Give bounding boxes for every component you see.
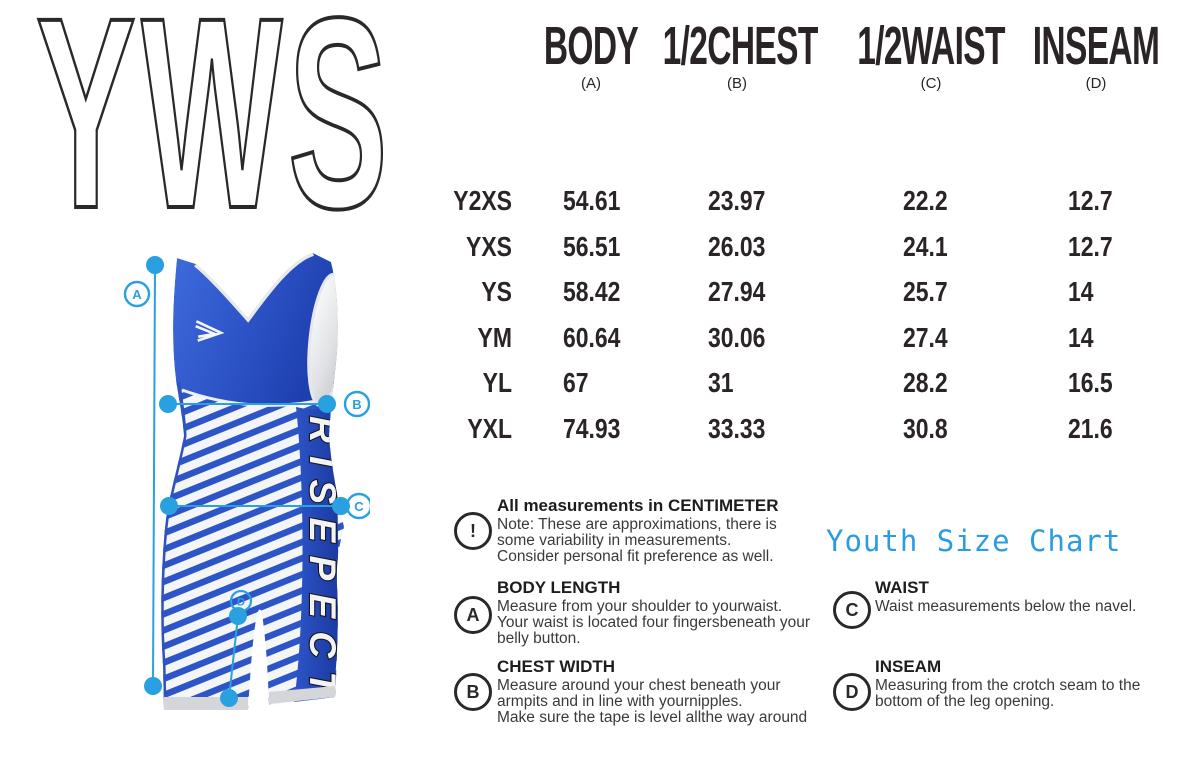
yws-wordmark: YWS	[35, 0, 394, 265]
inseam-d-icon: D	[833, 673, 871, 711]
column-header-waist: 1/2WAIST (C)	[811, 16, 1051, 92]
note-line: Waist measurements below the navel.	[875, 598, 1137, 615]
singlet-body: RISEPECT	[161, 253, 344, 710]
singlet-illustration: RISEPECT	[123, 253, 370, 710]
waist-c-icon: C	[833, 591, 871, 629]
column-header-body: BODY (A)	[471, 16, 711, 92]
note-title: WAIST	[875, 578, 929, 597]
note-line: Measuring from the crotch seam to the	[875, 677, 1141, 694]
column-sublabel: (C)	[920, 75, 942, 92]
svg-text:A: A	[132, 287, 142, 302]
neckline-trim	[194, 253, 315, 323]
column-sublabel: (D)	[1085, 75, 1107, 92]
table-cell: 27.94	[708, 276, 766, 308]
size-label: YL	[482, 367, 512, 399]
size-label: YXL	[467, 412, 512, 444]
chest-value-column: 23.97 26.03 27.94 30.06 31 33.33	[708, 178, 828, 452]
table-cell: 22.2	[903, 185, 948, 216]
note-line: armpits and in line with yournipples.	[497, 693, 743, 711]
table-cell: 30.06	[708, 321, 766, 353]
note-title: INSEAM	[875, 657, 942, 676]
size-label: YXS	[466, 230, 512, 262]
table-cell: 24.1	[903, 230, 948, 262]
table-cell: 25.7	[903, 276, 948, 308]
size-label: YM	[477, 321, 512, 353]
chest-panel	[173, 253, 338, 406]
measure-annotations: A B C D	[123, 256, 370, 707]
note-title: All measurements in CENTIMETER	[497, 496, 779, 515]
table-cell: 67	[563, 367, 589, 399]
table-cell: 58.42	[563, 276, 621, 308]
table-cell: 60.64	[563, 321, 621, 353]
table-cell: 31	[708, 367, 734, 399]
note-title: BODY LENGTH	[497, 578, 621, 597]
note-body-length: BODY LENGTH Measure from your shoulder t…	[497, 578, 827, 648]
warning-icon: !	[454, 512, 492, 550]
table-cell: 14	[1068, 276, 1094, 308]
note-chest-width: CHEST WIDTH Measure around your chest be…	[497, 657, 827, 727]
svg-text:C: C	[354, 499, 364, 514]
note-inseam: INSEAM Measuring from the crotch seam to…	[875, 657, 1200, 710]
measure-line-a	[144, 256, 164, 695]
table-cell: 27.4	[903, 321, 948, 353]
table-cell: 14	[1068, 321, 1094, 353]
table-cell: 21.6	[1068, 412, 1113, 444]
column-sublabel: (B)	[727, 75, 747, 92]
measure-label-d: D	[229, 589, 253, 613]
note-measurement: All measurements in CENTIMETER Note: The…	[497, 496, 827, 566]
column-sublabel: (A)	[581, 75, 601, 92]
table-cell: 33.33	[708, 412, 766, 444]
column-label: INSEAM	[1032, 16, 1160, 76]
measure-label-a: A	[123, 280, 151, 308]
size-label: Y2XS	[453, 185, 512, 216]
size-column: Y2XS YXS YS YM YL YXL	[400, 178, 512, 452]
side-panel	[294, 397, 339, 703]
svg-text:B: B	[352, 397, 361, 412]
note-line: Consider personal fit preference as well…	[497, 548, 774, 566]
chest-width-b-icon: B	[454, 673, 492, 711]
body-length-a-icon: A	[454, 596, 492, 634]
table-cell: 28.2	[903, 367, 948, 399]
table-cell: 12.7	[1068, 230, 1113, 262]
table-cell: 23.97	[708, 185, 766, 216]
table-cell: 54.61	[563, 185, 621, 216]
table-cell: 74.93	[563, 412, 621, 444]
measure-label-c: C	[345, 492, 370, 520]
singlet-side-text: RISEPECT	[302, 416, 343, 697]
inseam-value-column: 12.7 12.7 14 14 16.5 21.6	[1068, 178, 1188, 452]
note-line: some variability in measurements.	[497, 532, 732, 550]
body-value-column: 54.61 56.51 58.42 60.64 67 74.93	[563, 178, 683, 452]
svg-text:D: D	[237, 597, 245, 609]
column-header-chest: 1/2CHEST (B)	[617, 16, 857, 92]
column-label: BODY	[543, 16, 639, 76]
note-line: bottom of the leg opening.	[875, 693, 1055, 711]
right-leg-hem	[269, 686, 335, 704]
table-cell: 16.5	[1068, 367, 1113, 399]
measure-line-c	[160, 497, 350, 515]
table-cell: 26.03	[708, 230, 766, 262]
note-line: belly button.	[497, 630, 581, 648]
size-label: YS	[481, 276, 512, 308]
waist-value-column: 22.2 24.1 25.7 27.4 28.2 30.8	[903, 178, 1023, 452]
note-line: Your waist is located four fingersbeneat…	[497, 614, 811, 632]
measure-line-b	[159, 395, 336, 413]
measure-label-b: B	[343, 390, 370, 418]
note-line: Make sure the tape is level allthe way a…	[497, 709, 808, 727]
risepect-logo-icon	[195, 320, 225, 342]
note-line: Note: These are approximations, there is	[497, 516, 777, 533]
note-line: Measure from your shoulder to yourwaist.	[497, 598, 783, 615]
chart-title: Youth Size Chart	[826, 524, 1122, 558]
column-header-inseam: INSEAM (D)	[976, 16, 1200, 92]
column-label: 1/2WAIST	[857, 16, 1005, 76]
table-cell: 30.8	[903, 412, 948, 444]
table-cell: 56.51	[563, 230, 621, 262]
note-line: Measure around your chest beneath your	[497, 677, 781, 694]
note-title: CHEST WIDTH	[497, 657, 616, 676]
note-waist: WAIST Waist measurements below the navel…	[875, 578, 1200, 615]
table-cell: 12.7	[1068, 185, 1113, 216]
column-label: 1/2CHEST	[662, 16, 819, 76]
